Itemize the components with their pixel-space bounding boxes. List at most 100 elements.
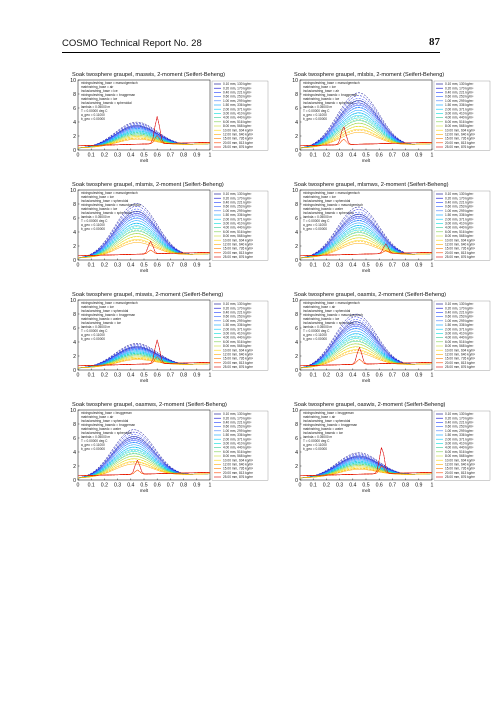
legend-entry: 1.50 mm, 336 kg/m³	[445, 213, 473, 217]
y-tick-label: 4	[295, 340, 298, 346]
legend-entry: 0.60 mm, 253 kg/m³	[223, 315, 251, 319]
legend-entry: 6.00 mm, 516 kg/m³	[445, 120, 473, 124]
y-tick-label: 0	[73, 258, 76, 264]
legend-box	[211, 300, 269, 371]
x-tick-label: 0.7	[167, 153, 174, 159]
legend-entry: 0.20 mm, 170 kg/m³	[223, 196, 251, 200]
x-tick-label: 0.8	[180, 373, 187, 379]
info-line: a_geo = 0.11000	[303, 333, 327, 337]
legend-entry: 1.00 mm, 299 kg/m³	[445, 99, 473, 103]
chart-title: Soak twosphere graupel, maswis, 2-moment…	[72, 72, 225, 78]
legend-entry: 0.40 mm, 221 kg/m³	[223, 201, 251, 205]
legend-entry: 15.00 mm, 726 kg/m³	[445, 247, 475, 251]
legend-box	[433, 190, 491, 261]
series-line-dashed	[299, 319, 433, 369]
legend-entry: 1.00 mm, 299 kg/m³	[445, 429, 473, 433]
legend-entry: 2.00 mm, 371 kg/m³	[445, 107, 473, 111]
info-line: matrixstring_basedc = water	[81, 427, 122, 431]
info-line: matrixstring_basedc = water	[303, 207, 344, 211]
x-tick-label: 0.3	[114, 153, 121, 159]
page-number: 87	[429, 36, 440, 48]
chart-panel: Soak twosphere graupel, oasmis, 2-moment…	[292, 292, 491, 383]
x-tick-label: 0.6	[154, 483, 161, 489]
series-line-dashed	[299, 346, 433, 367]
legend-entry: 0.20 mm, 170 kg/m³	[445, 196, 473, 200]
legend-entry: 0.10 mm, 130 kg/m³	[445, 82, 473, 86]
x-tick-label: 0.8	[402, 153, 409, 159]
x-tick-label: 0.2	[323, 153, 330, 159]
legend-entry: 2.00 mm, 371 kg/m³	[223, 107, 251, 111]
x-tick-label: 0.2	[101, 263, 108, 269]
series-line-dashed	[77, 346, 211, 369]
x-tick-label: 0	[77, 483, 80, 489]
y-tick-label: 8	[295, 202, 298, 208]
legend-entry: 15.00 mm, 726 kg/m³	[223, 357, 253, 361]
x-tick-label: 0.6	[376, 263, 383, 269]
y-tick-label: 8	[73, 312, 76, 318]
info-line: matrixstring_basedc = ice	[81, 97, 117, 101]
series-line-dashed	[299, 101, 433, 149]
info-line: mixingrulestring_base = bruggeman	[303, 411, 354, 415]
legend-entry: 0.40 mm, 221 kg/m³	[445, 311, 473, 315]
info-line: lambda = 0.05000 m	[81, 325, 110, 329]
legend-entry: 12.00 mm, 640 kg/m³	[223, 243, 253, 247]
series-line-dashed	[77, 240, 211, 257]
x-axis-label: melt	[362, 378, 371, 383]
series-line	[299, 243, 433, 257]
legend-entry: 12.00 mm, 640 kg/m³	[445, 463, 475, 467]
info-line: mixingrulestring_basedc = bruggeman	[81, 313, 135, 317]
legend-entry: 0.60 mm, 253 kg/m³	[223, 425, 251, 429]
legend-entry: 4.00 mm, 440 kg/m³	[223, 336, 251, 340]
info-line: a_geo = 0.11000	[81, 223, 105, 227]
x-tick-label: 0.3	[114, 373, 121, 379]
legend-entry: 6.00 mm, 516 kg/m³	[223, 230, 251, 234]
legend-entry: 6.00 mm, 516 kg/m³	[445, 340, 473, 344]
series-line-dashed	[77, 343, 211, 369]
legend-entry: 1.00 mm, 299 kg/m³	[223, 429, 251, 433]
chart-panel: Soak twosphere graupel, oaswis, 2-moment…	[292, 402, 491, 493]
info-line: lambda = 0.05000 m	[303, 325, 332, 329]
legend-entry: 3.00 mm, 410 kg/m³	[223, 112, 251, 116]
legend-entry: 25.00 mm, 876 kg/m³	[223, 145, 253, 149]
legend-entry: 2.00 mm, 371 kg/m³	[445, 327, 473, 331]
x-tick-label: 0	[299, 153, 302, 159]
series-line-dashed	[299, 336, 433, 369]
info-line: matrixstring_base = air	[81, 415, 114, 419]
info-line: a_geo = 0.11000	[303, 223, 327, 227]
legend-entry: 20.00 mm, 813 kg/m³	[445, 471, 475, 475]
y-tick-label: 6	[295, 326, 298, 332]
legend-entry: 0.60 mm, 253 kg/m³	[445, 315, 473, 319]
x-tick-label: 0.2	[323, 373, 330, 379]
y-tick-label: 0	[73, 148, 76, 154]
legend-entry: 20.00 mm, 813 kg/m³	[445, 361, 475, 365]
x-tick-label: 0.6	[376, 373, 383, 379]
info-line: a_geo = 0.11000	[81, 113, 105, 117]
legend-entry: 0.20 mm, 170 kg/m³	[223, 306, 251, 310]
series-line-dashed	[299, 340, 433, 369]
info-line: inclusionstring_basedc = ice	[303, 431, 343, 435]
legend-entry: 3.00 mm, 410 kg/m³	[445, 112, 473, 116]
series-line	[77, 138, 211, 149]
legend-entry: 0.40 mm, 221 kg/m³	[223, 311, 251, 315]
info-line: lambda = 0.05000 m	[81, 435, 110, 439]
legend-entry: 25.00 mm, 876 kg/m³	[223, 255, 253, 259]
y-tick-label: 2	[295, 354, 298, 360]
x-tick-label: 0.6	[154, 153, 161, 159]
info-line: b_geo = 0.00000	[81, 337, 105, 341]
legend-entry: 20.00 mm, 813 kg/m³	[223, 471, 253, 475]
y-tick-label: 4	[73, 230, 76, 236]
x-tick-label: 0	[299, 373, 302, 379]
legend-box	[211, 410, 269, 481]
x-tick-label: 0.3	[114, 483, 121, 489]
legend-entry: 10.00 mm, 604 kg/m³	[445, 348, 475, 352]
legend-entry: 2.00 mm, 371 kg/m³	[223, 437, 251, 441]
y-tick-label: 10	[70, 188, 76, 194]
info-line: T = 0.00000 deg C	[303, 439, 330, 443]
series-line-dashed	[77, 132, 211, 149]
x-tick-label: 0.7	[389, 483, 396, 489]
series-line-dashed	[77, 444, 211, 479]
legend-entry: 6.00 mm, 516 kg/m³	[445, 450, 473, 454]
x-tick-label: 0.4	[349, 373, 356, 379]
info-line: matrixstring_basedc = water	[81, 317, 122, 321]
info-line: inclusionstring_basedc = ice	[81, 321, 121, 325]
